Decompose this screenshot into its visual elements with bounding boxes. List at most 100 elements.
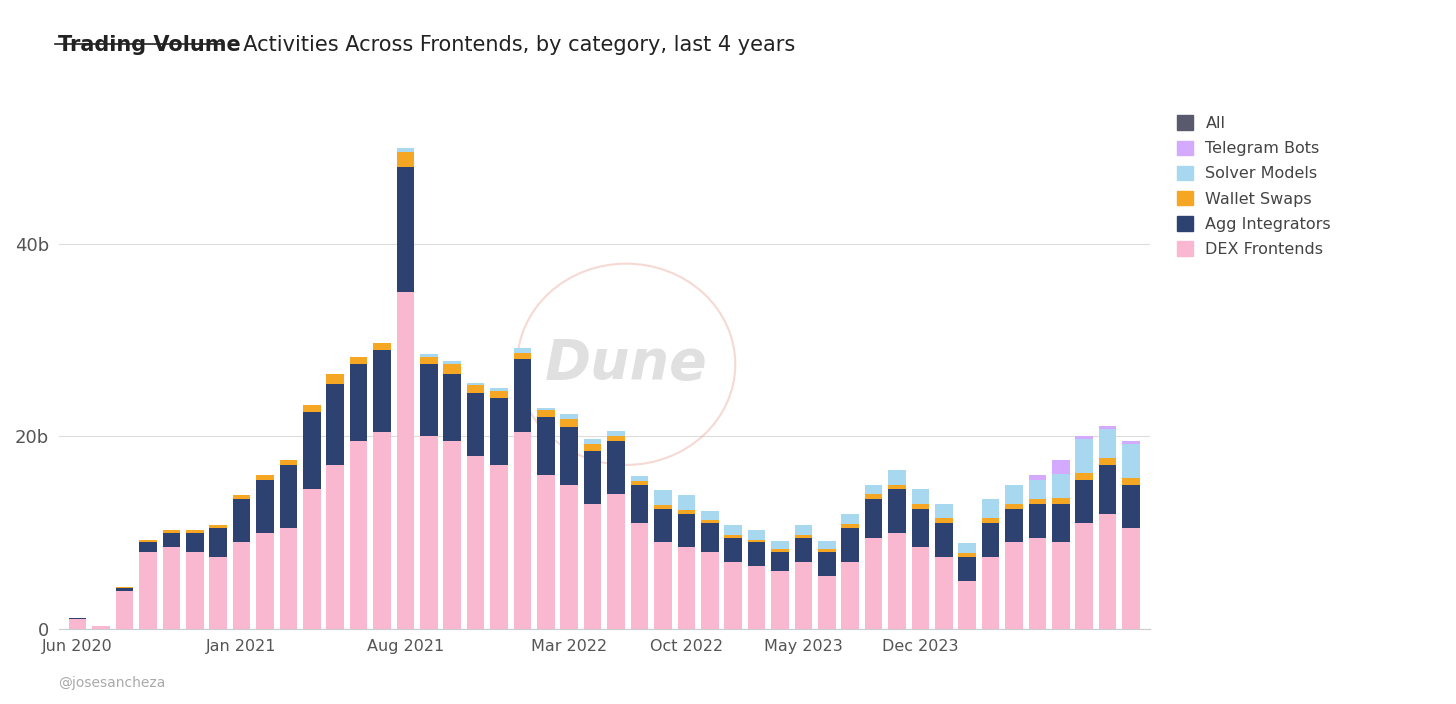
Bar	[186, 552, 204, 629]
Bar	[935, 504, 952, 518]
Bar	[795, 562, 812, 629]
Bar	[1028, 504, 1047, 538]
Bar	[724, 525, 743, 535]
Bar	[280, 528, 297, 629]
Bar	[981, 523, 999, 557]
Bar	[654, 509, 671, 542]
Bar	[888, 484, 906, 489]
Text: Dune: Dune	[545, 337, 708, 391]
Bar	[396, 148, 414, 153]
Bar	[748, 542, 766, 567]
Bar	[842, 515, 859, 524]
Bar	[210, 525, 227, 528]
Bar	[1076, 523, 1093, 629]
Bar	[373, 350, 390, 432]
Bar	[256, 533, 274, 629]
Bar	[419, 436, 438, 629]
Bar	[1123, 444, 1140, 478]
Bar	[92, 626, 109, 629]
Bar	[349, 441, 367, 629]
Bar	[818, 541, 836, 549]
Bar	[724, 535, 743, 538]
Bar	[677, 495, 695, 510]
Bar	[654, 491, 671, 505]
Bar	[467, 386, 485, 393]
Bar	[444, 374, 462, 441]
Bar	[677, 510, 695, 513]
Bar	[419, 353, 438, 356]
Legend: All, Telegram Bots, Solver Models, Wallet Swaps, Agg Integrators, DEX Frontends: All, Telegram Bots, Solver Models, Walle…	[1169, 108, 1340, 265]
Bar	[607, 494, 625, 629]
Bar	[1053, 498, 1070, 504]
Bar	[303, 405, 320, 413]
Bar	[1123, 478, 1140, 484]
Bar	[630, 476, 648, 481]
Bar	[280, 460, 297, 465]
Bar	[1076, 436, 1093, 439]
Bar	[326, 384, 344, 465]
Bar	[1053, 504, 1070, 542]
Bar	[561, 484, 578, 629]
Bar	[1123, 484, 1140, 528]
Bar	[140, 542, 157, 552]
Bar	[163, 533, 181, 547]
Bar	[115, 591, 134, 629]
Bar	[724, 538, 743, 562]
Bar	[795, 525, 812, 535]
Bar	[140, 541, 157, 542]
Bar	[514, 360, 531, 432]
Bar	[1028, 480, 1047, 499]
Bar	[888, 470, 906, 484]
Bar	[491, 389, 508, 391]
Bar	[654, 542, 671, 629]
Bar	[444, 441, 462, 629]
Bar	[1053, 474, 1070, 498]
Bar	[561, 419, 578, 427]
Text: @josesancheza: @josesancheza	[58, 676, 166, 690]
Text: Trading Volume: Trading Volume	[58, 35, 242, 55]
Bar	[748, 567, 766, 629]
Bar	[724, 562, 743, 629]
Bar	[326, 374, 344, 384]
Bar	[700, 523, 718, 552]
Bar	[607, 436, 625, 441]
Bar	[1099, 458, 1117, 465]
Bar	[467, 393, 485, 455]
Bar	[935, 523, 952, 557]
Bar	[911, 509, 929, 547]
Bar	[700, 510, 718, 520]
Bar	[210, 557, 227, 629]
Bar	[958, 557, 976, 581]
Bar	[772, 541, 789, 549]
Bar	[958, 543, 976, 553]
Bar	[303, 489, 320, 629]
Bar	[981, 557, 999, 629]
Bar	[514, 432, 531, 629]
Bar	[842, 528, 859, 562]
Bar	[818, 552, 836, 576]
Bar	[607, 431, 625, 436]
Bar	[303, 413, 320, 489]
Bar	[865, 484, 882, 494]
Bar	[584, 444, 601, 451]
Bar	[1005, 509, 1022, 542]
Bar	[584, 451, 601, 504]
Bar	[981, 518, 999, 523]
Bar	[514, 348, 531, 353]
Bar	[373, 343, 390, 350]
Bar	[537, 417, 555, 475]
Bar	[935, 557, 952, 629]
Bar	[795, 535, 812, 538]
Bar	[1005, 542, 1022, 629]
Bar	[537, 408, 555, 410]
Bar	[373, 432, 390, 629]
Bar	[396, 167, 414, 292]
Bar	[607, 441, 625, 494]
Bar	[140, 552, 157, 629]
Bar	[1005, 484, 1022, 504]
Bar	[958, 581, 976, 629]
Bar	[958, 553, 976, 557]
Bar	[1053, 460, 1070, 474]
Bar	[186, 530, 204, 533]
Bar	[419, 356, 438, 364]
